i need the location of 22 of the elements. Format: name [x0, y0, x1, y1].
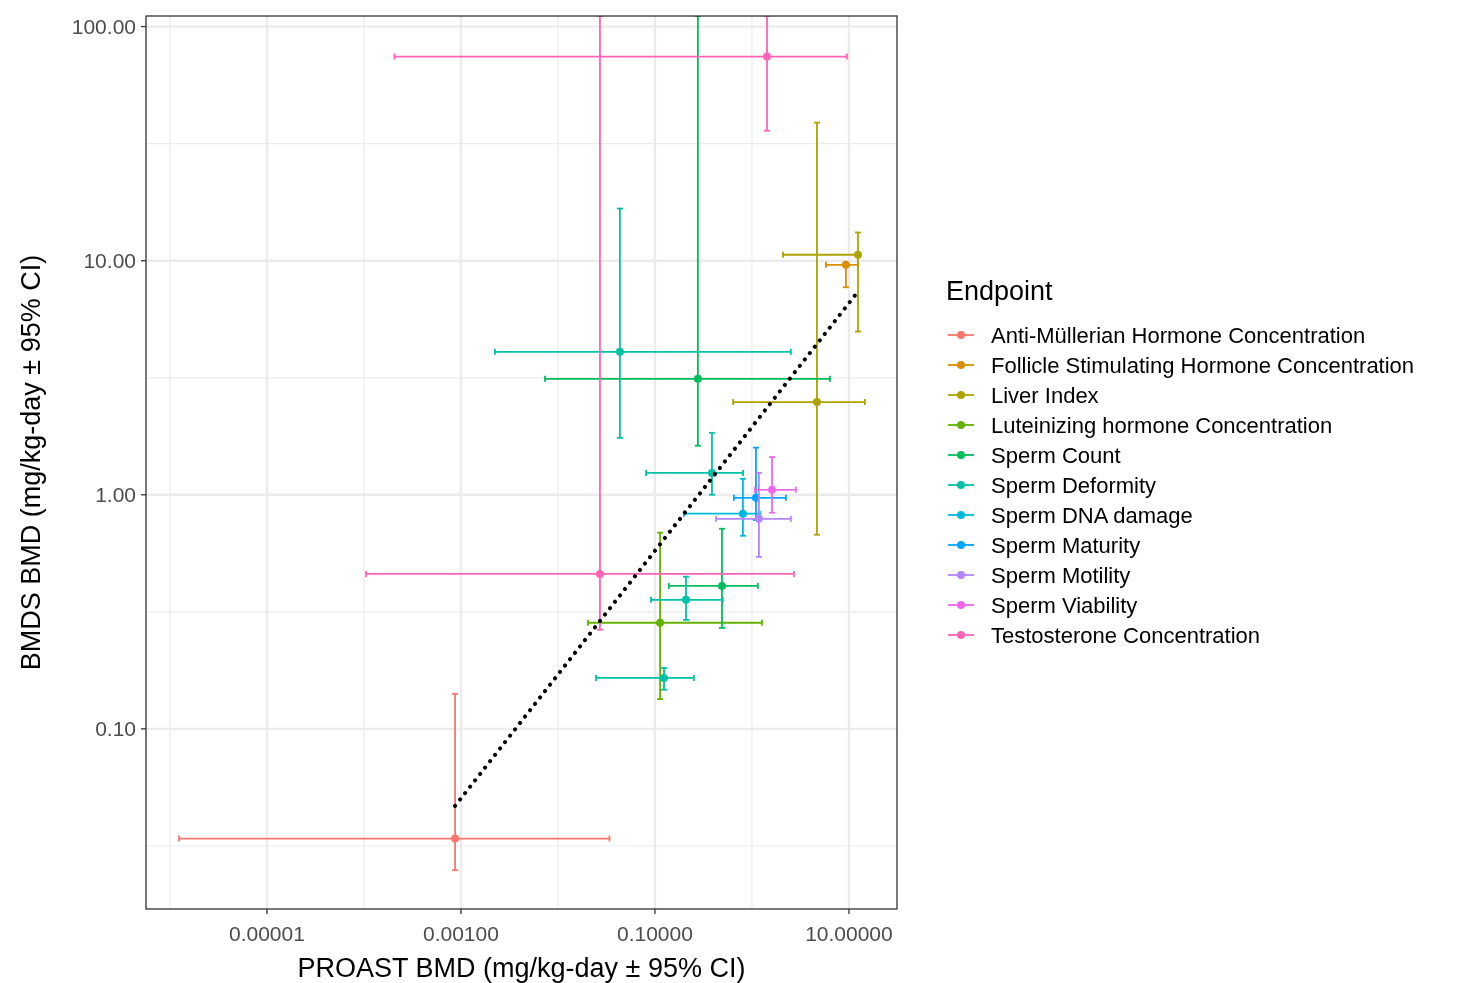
- legend-label: Sperm Maturity: [991, 533, 1141, 558]
- legend-label: Testosterone Concentration: [991, 623, 1261, 648]
- legend-label: Sperm Viability: [991, 593, 1138, 618]
- legend-label: Sperm Deformity: [991, 473, 1157, 498]
- legend-label: Follicle Stimulating Hormone Concentration: [991, 353, 1415, 378]
- x-tick-label: 0.00100: [423, 922, 499, 945]
- x-tick-label: 0.10000: [616, 922, 693, 945]
- y-axis-title: BMDS BMD (mg/kg-day ± 95% CI): [16, 254, 46, 671]
- legend-label: Sperm Motility: [991, 563, 1131, 588]
- y-tick-label: 0.10: [95, 716, 136, 740]
- legend-label: Liver Index: [991, 383, 1099, 408]
- x-tick-label: 0.00001: [229, 922, 305, 945]
- y-tick-label: 100.00: [71, 14, 136, 38]
- legend-label: Luteinizing hormone Concentration: [991, 413, 1333, 438]
- y-tick-label: 1.00: [95, 482, 136, 506]
- legend-label: Sperm DNA damage: [991, 503, 1193, 528]
- x-axis-title: PROAST BMD (mg/kg-day ± 95% CI): [297, 953, 746, 983]
- legend-title: Endpoint: [946, 276, 1054, 306]
- x-tick-label: 10.00000: [805, 922, 893, 945]
- legend-label: Sperm Count: [991, 443, 1121, 468]
- legend-label: Anti-Müllerian Hormone Concentration: [991, 323, 1366, 348]
- y-tick-label: 10.00: [83, 248, 136, 272]
